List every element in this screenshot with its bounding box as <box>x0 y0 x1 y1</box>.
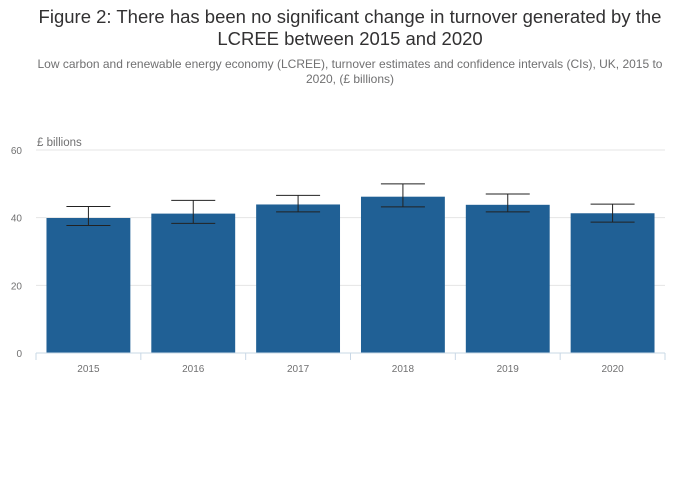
x-tick-label: 2017 <box>287 364 310 375</box>
bar-2018 <box>360 196 445 353</box>
gridlines <box>36 149 665 286</box>
chart-title: Figure 2: There has been no significant … <box>38 6 662 49</box>
bar-2015 <box>46 218 131 353</box>
y-units-label: £ billions <box>37 137 82 149</box>
chart-subtitle: Low carbon and renewable energy economy … <box>37 57 663 86</box>
bars <box>46 196 655 353</box>
x-tick-label: 2015 <box>77 364 100 375</box>
y-tick-label: 60 <box>11 146 23 157</box>
error-bars <box>66 183 635 226</box>
x-tick-label: 2016 <box>182 364 205 375</box>
x-tick-label: 2018 <box>392 364 415 375</box>
x-tick-label: 2019 <box>497 364 520 375</box>
bar-2017 <box>256 204 341 353</box>
x-axis <box>35 352 666 360</box>
bar-2016 <box>151 213 236 353</box>
bar-2019 <box>465 204 550 353</box>
axis-labels: 0 20 40 60 £ billions 2015 2016 2017 2018 2019 202… <box>11 137 624 375</box>
bar-2020 <box>570 213 655 353</box>
y-tick-label: 20 <box>11 281 23 292</box>
y-tick-label: 0 <box>16 349 22 360</box>
x-tick-label: 2020 <box>601 364 624 375</box>
y-tick-label: 40 <box>11 214 23 225</box>
